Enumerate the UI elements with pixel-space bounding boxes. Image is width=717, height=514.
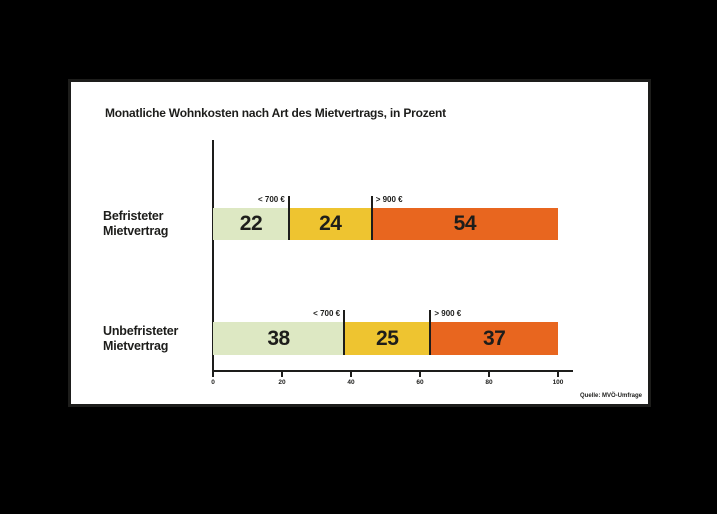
bar-0-value-2: 54: [453, 212, 477, 235]
bar-0-value-1: 24: [319, 212, 342, 235]
bar-1-value-1: 25: [376, 326, 399, 350]
bar-1-value-0: 38: [267, 326, 290, 350]
boundary-label: > 900 €: [434, 309, 462, 318]
x-tick-label: 0: [211, 379, 215, 386]
boundary-label: > 900 €: [375, 195, 403, 204]
chart-title: Monatliche Wohnkosten nach Art des Mietv…: [105, 106, 446, 120]
bar-1-value-2: 37: [482, 326, 506, 350]
bar-0-value-0: 22: [239, 212, 263, 235]
x-tick-mark: [281, 372, 283, 377]
category-label-0: Befristeter Mietvertrag: [103, 209, 208, 239]
bar-0-segment-0: 22: [213, 208, 289, 240]
x-tick-mark: [350, 372, 352, 377]
x-tick-label: 40: [347, 379, 355, 386]
bar-1-segment-0: 38: [213, 322, 345, 355]
x-tick-label: 100: [552, 379, 564, 386]
bar-1: 38 25 37: [213, 322, 558, 355]
chart-panel: Monatliche Wohnkosten nach Art des Mietv…: [68, 79, 651, 407]
x-tick-label: 80: [485, 379, 493, 386]
plot-area: 22 24 54 Befristeter Mietvertrag 38 25 37 Unbefr…: [71, 82, 648, 404]
category-label-0-line-1: Mietvertrag: [103, 224, 169, 238]
category-label-1-line-1: Mietvertrag: [103, 338, 169, 353]
boundary-label: < 700 €: [313, 309, 341, 318]
segment-divider: [287, 196, 290, 240]
segment-divider: [370, 196, 373, 240]
bar-0: 22 24 54: [213, 208, 558, 240]
x-tick-label: 20: [278, 379, 286, 386]
x-tick-mark: [557, 372, 559, 377]
bar-0-segment-1: 24: [288, 208, 372, 240]
segment-divider: [429, 310, 432, 355]
x-tick-mark: [419, 372, 421, 377]
category-label-1-line-0: Unbefristeter: [103, 323, 179, 338]
boundary-label: < 700 €: [257, 195, 285, 204]
bar-1-segment-2: 37: [430, 322, 558, 355]
bar-1-segment-1: 25: [344, 322, 431, 355]
y-axis-line: [212, 140, 214, 372]
x-axis-line: [212, 370, 573, 372]
category-label-1: Unbefristeter Mietvertrag: [103, 324, 208, 354]
bar-0-segment-2: 54: [371, 208, 558, 240]
x-tick-mark: [488, 372, 490, 377]
segment-divider: [343, 310, 346, 355]
x-tick-label: 60: [416, 379, 424, 386]
category-label-0-line-0: Befristeter: [103, 209, 164, 223]
source-note: Quelle: MVÖ-Umfrage: [579, 393, 642, 399]
x-tick-mark: [212, 372, 214, 377]
